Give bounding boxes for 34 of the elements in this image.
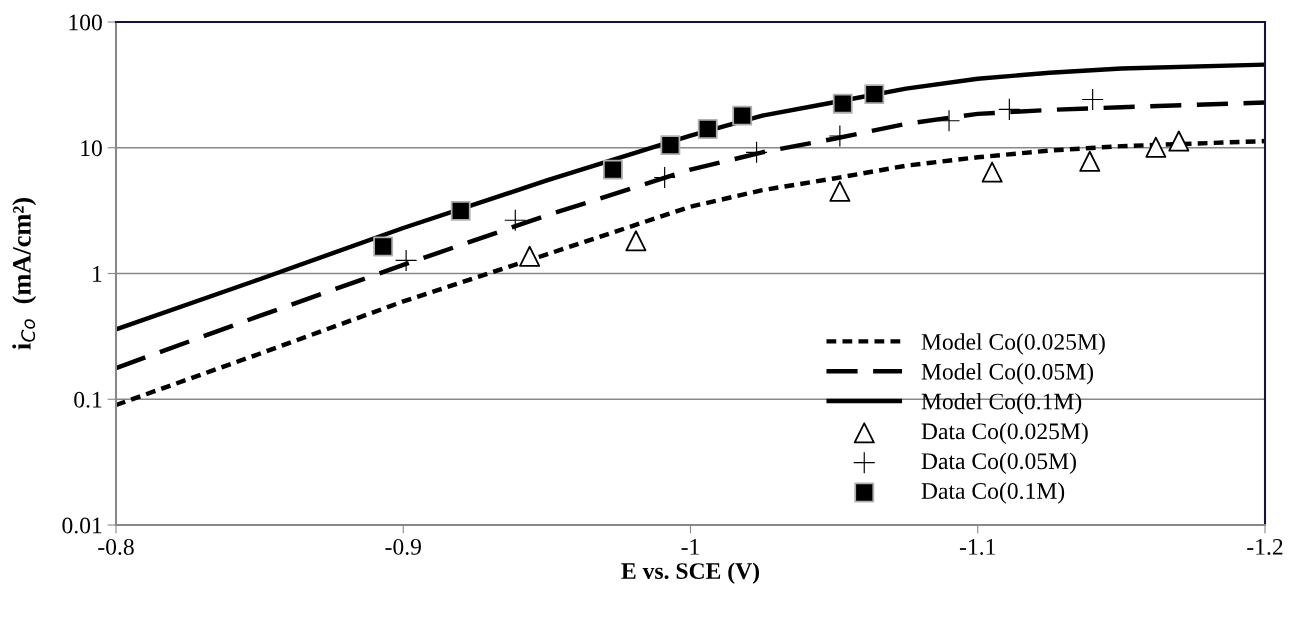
x-tick-label: -0.8 (98, 538, 134, 555)
y-tick-label: 0.01 (62, 517, 102, 534)
y-tick-label: 100 (69, 14, 102, 31)
point (829, 180, 851, 202)
point (981, 161, 1003, 183)
y-axis-title: i$_{Co}$ (mA/cm²) (12, 198, 37, 350)
legend-label: Model Co(0.05M) (921, 363, 1094, 385)
y-tick-label: 0.1 (74, 391, 102, 408)
legend-label: Data Co(0.1M) (921, 482, 1065, 504)
point (864, 84, 885, 105)
point (1079, 150, 1101, 172)
point (373, 236, 394, 257)
point (625, 230, 647, 252)
x-tick-label: -0.9 (385, 538, 421, 555)
legend-label: Data Co(0.025M) (921, 422, 1088, 445)
x-tick-label: -1.1 (959, 538, 996, 555)
legend-label: Model Co(0.025M) (921, 333, 1105, 355)
legend-label: Data Co(0.05M) (921, 452, 1076, 474)
point (1145, 136, 1167, 158)
x-tick-label: -1.2 (1247, 538, 1283, 555)
point (602, 159, 623, 180)
y-tick-label: 10 (81, 140, 102, 157)
x-tick-label: -1 (681, 538, 699, 555)
point (1168, 130, 1190, 152)
point (697, 119, 718, 139)
point (732, 105, 753, 126)
x-axis-title: E vs. SCE (V) (621, 562, 759, 584)
point (832, 93, 853, 114)
point (938, 110, 960, 132)
y-tick-label: 1 (93, 266, 102, 282)
point (660, 135, 681, 156)
point (519, 245, 541, 267)
point (450, 200, 471, 221)
legend-label: Model Co(0.1M) (921, 392, 1082, 415)
